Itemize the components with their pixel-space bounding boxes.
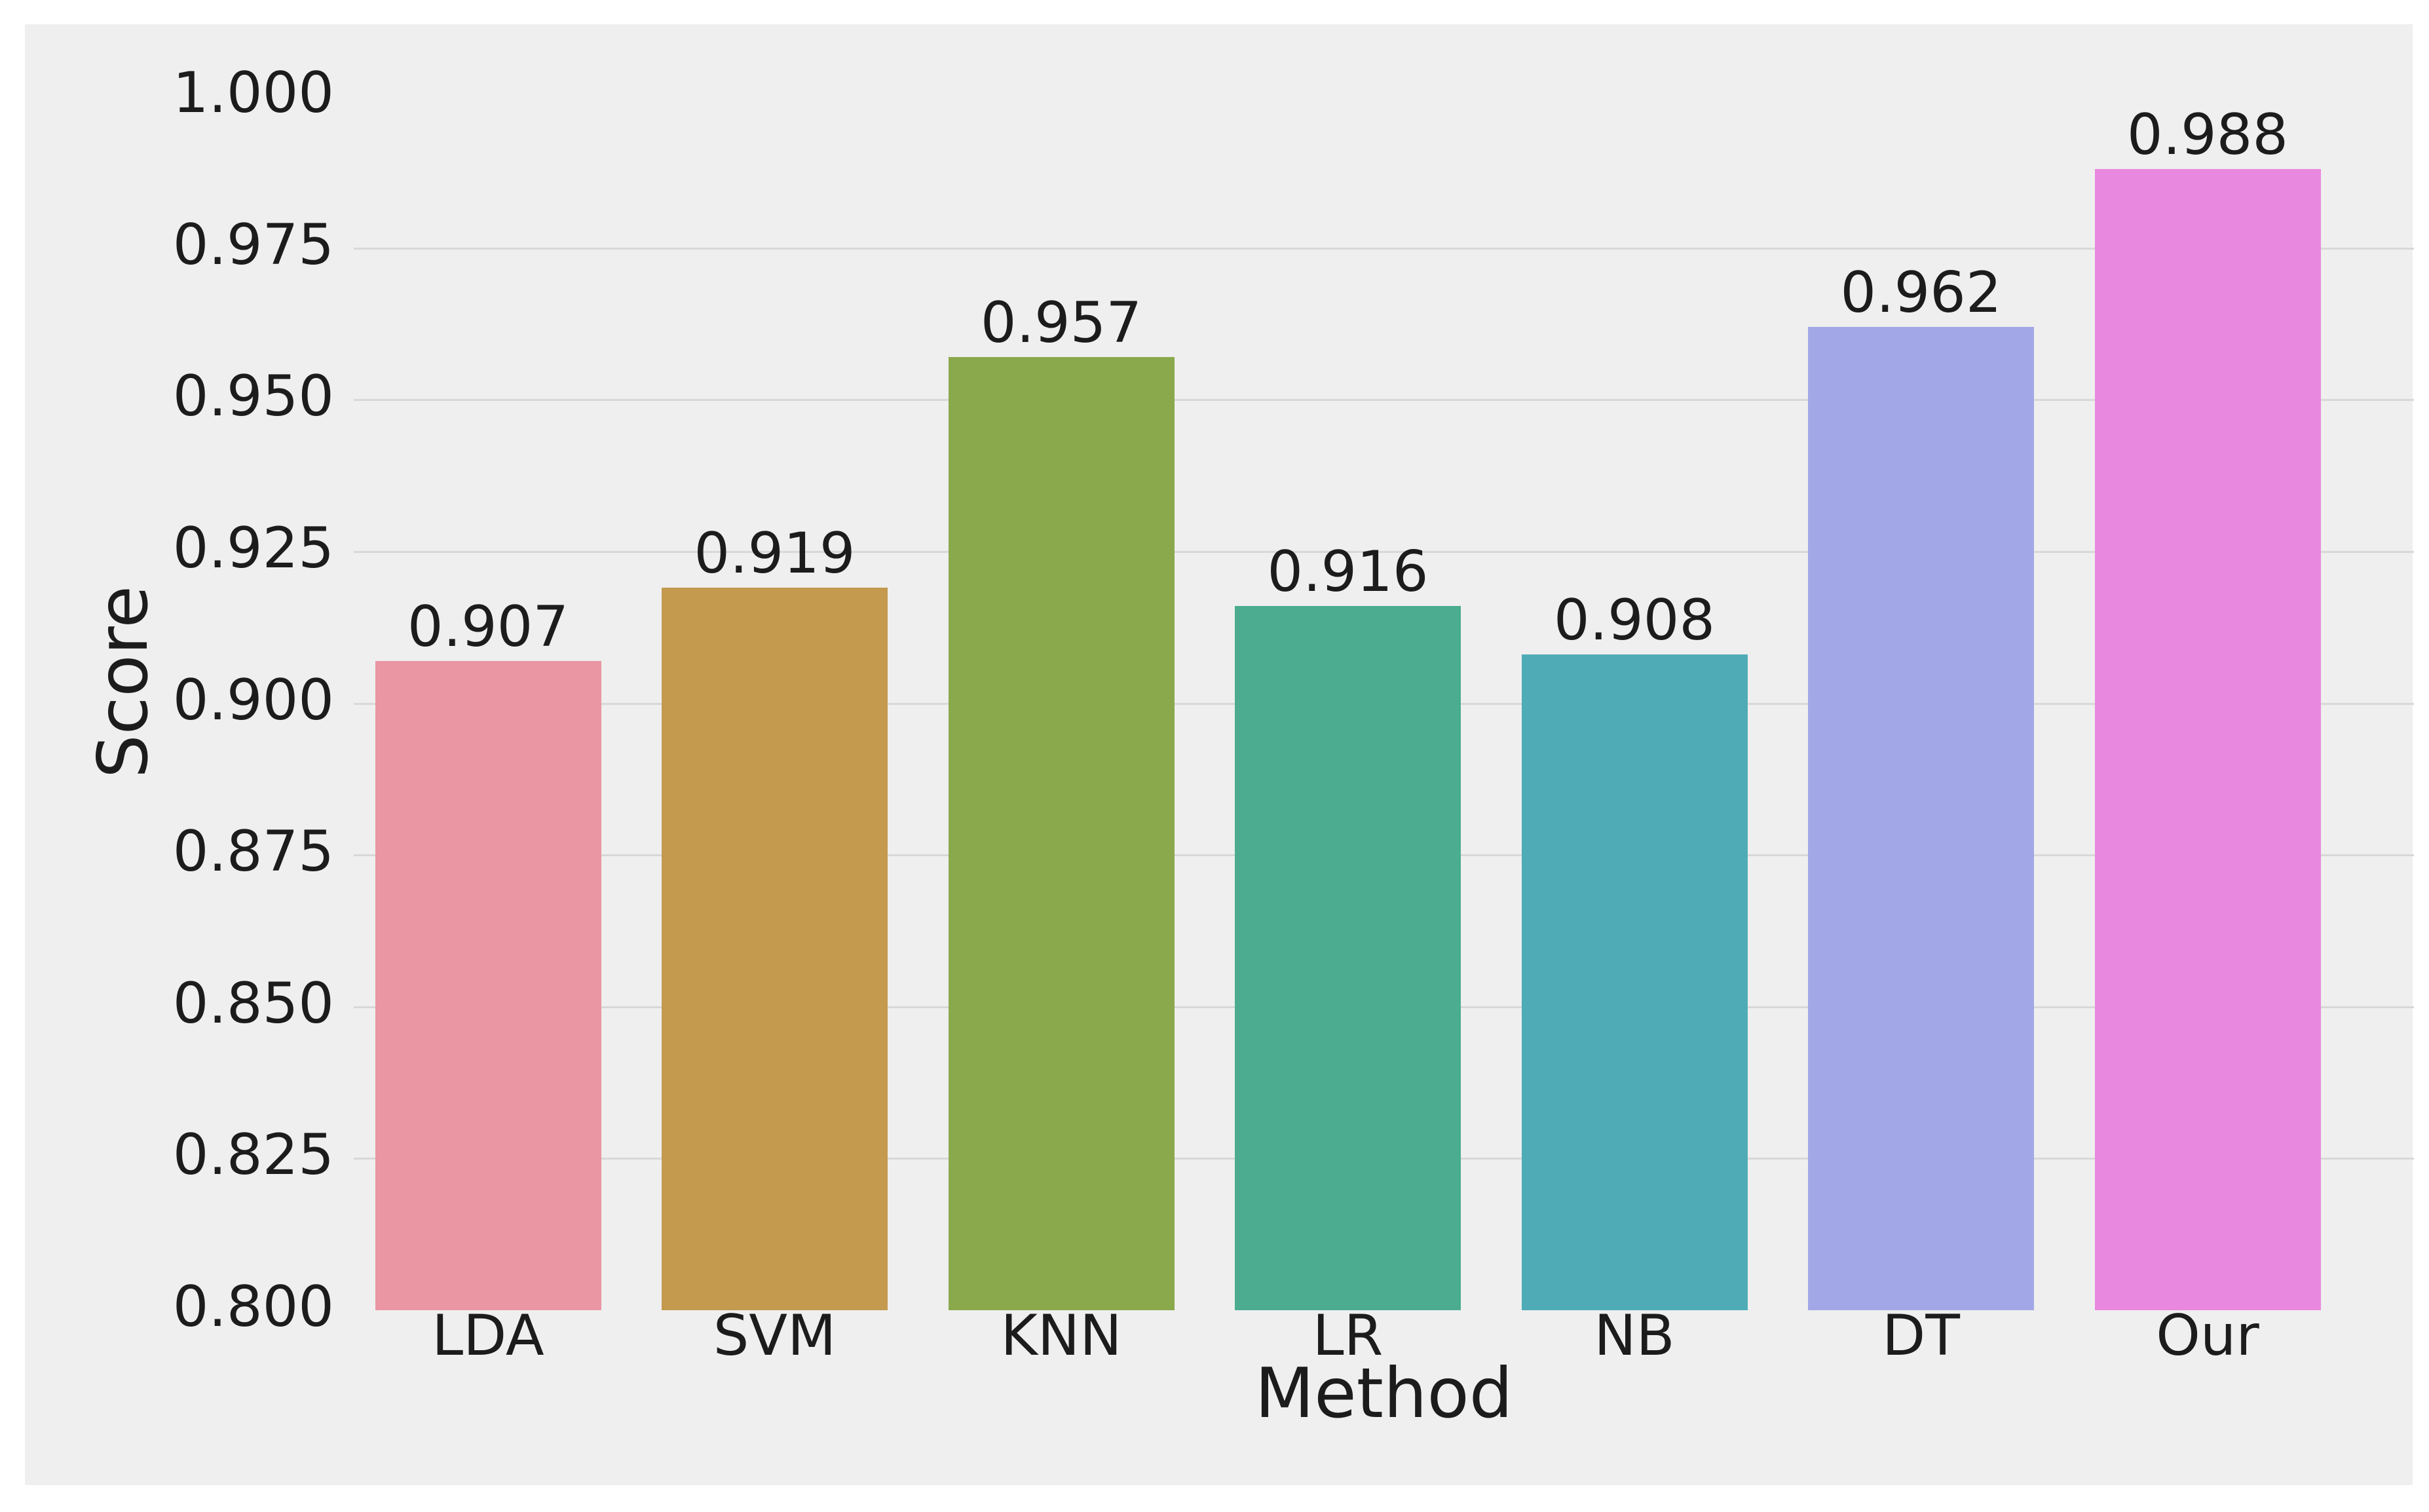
bar-DT (1808, 327, 2034, 1310)
y-tick-label: 0.800 (172, 1274, 334, 1340)
bar-KNN (948, 357, 1175, 1310)
y-tick-label: 0.950 (172, 364, 334, 430)
bar-NB (1521, 654, 1748, 1310)
bar-value-label: 0.957 (980, 290, 1142, 356)
gridline (354, 399, 2414, 402)
y-tick-label: 0.875 (172, 819, 334, 885)
x-tick-label: DT (1882, 1303, 1960, 1369)
bar-LDA (375, 660, 601, 1310)
y-tick-label: 1.000 (172, 60, 334, 126)
y-tick-label: 0.900 (172, 667, 334, 733)
x-tick-label: Our (2156, 1303, 2259, 1369)
x-tick-label: LDA (432, 1303, 544, 1369)
bar-value-label: 0.916 (1267, 539, 1429, 605)
y-axis-label: Score (83, 585, 163, 779)
bar-value-label: 0.919 (694, 521, 856, 587)
bar-Our (2094, 169, 2321, 1310)
gridline (354, 550, 2414, 553)
x-tick-label: LR (1312, 1303, 1384, 1369)
bar-value-label: 0.907 (407, 594, 569, 660)
y-tick-label: 0.925 (172, 515, 334, 581)
y-tick-label: 0.825 (172, 1122, 334, 1188)
bar-value-label: 0.908 (1553, 588, 1716, 654)
x-axis-label: Method (1254, 1353, 1513, 1433)
gridline (354, 247, 2414, 250)
x-tick-label: KNN (1000, 1303, 1122, 1369)
bar-LR (1235, 606, 1461, 1310)
bar-value-label: 0.988 (2126, 102, 2289, 168)
bar-SVM (662, 588, 888, 1310)
y-tick-label: 0.850 (172, 970, 334, 1036)
x-tick-label: NB (1594, 1303, 1675, 1369)
bar-value-label: 0.962 (1840, 260, 2002, 326)
x-tick-label: SVM (713, 1303, 837, 1369)
y-tick-label: 0.975 (172, 212, 334, 278)
